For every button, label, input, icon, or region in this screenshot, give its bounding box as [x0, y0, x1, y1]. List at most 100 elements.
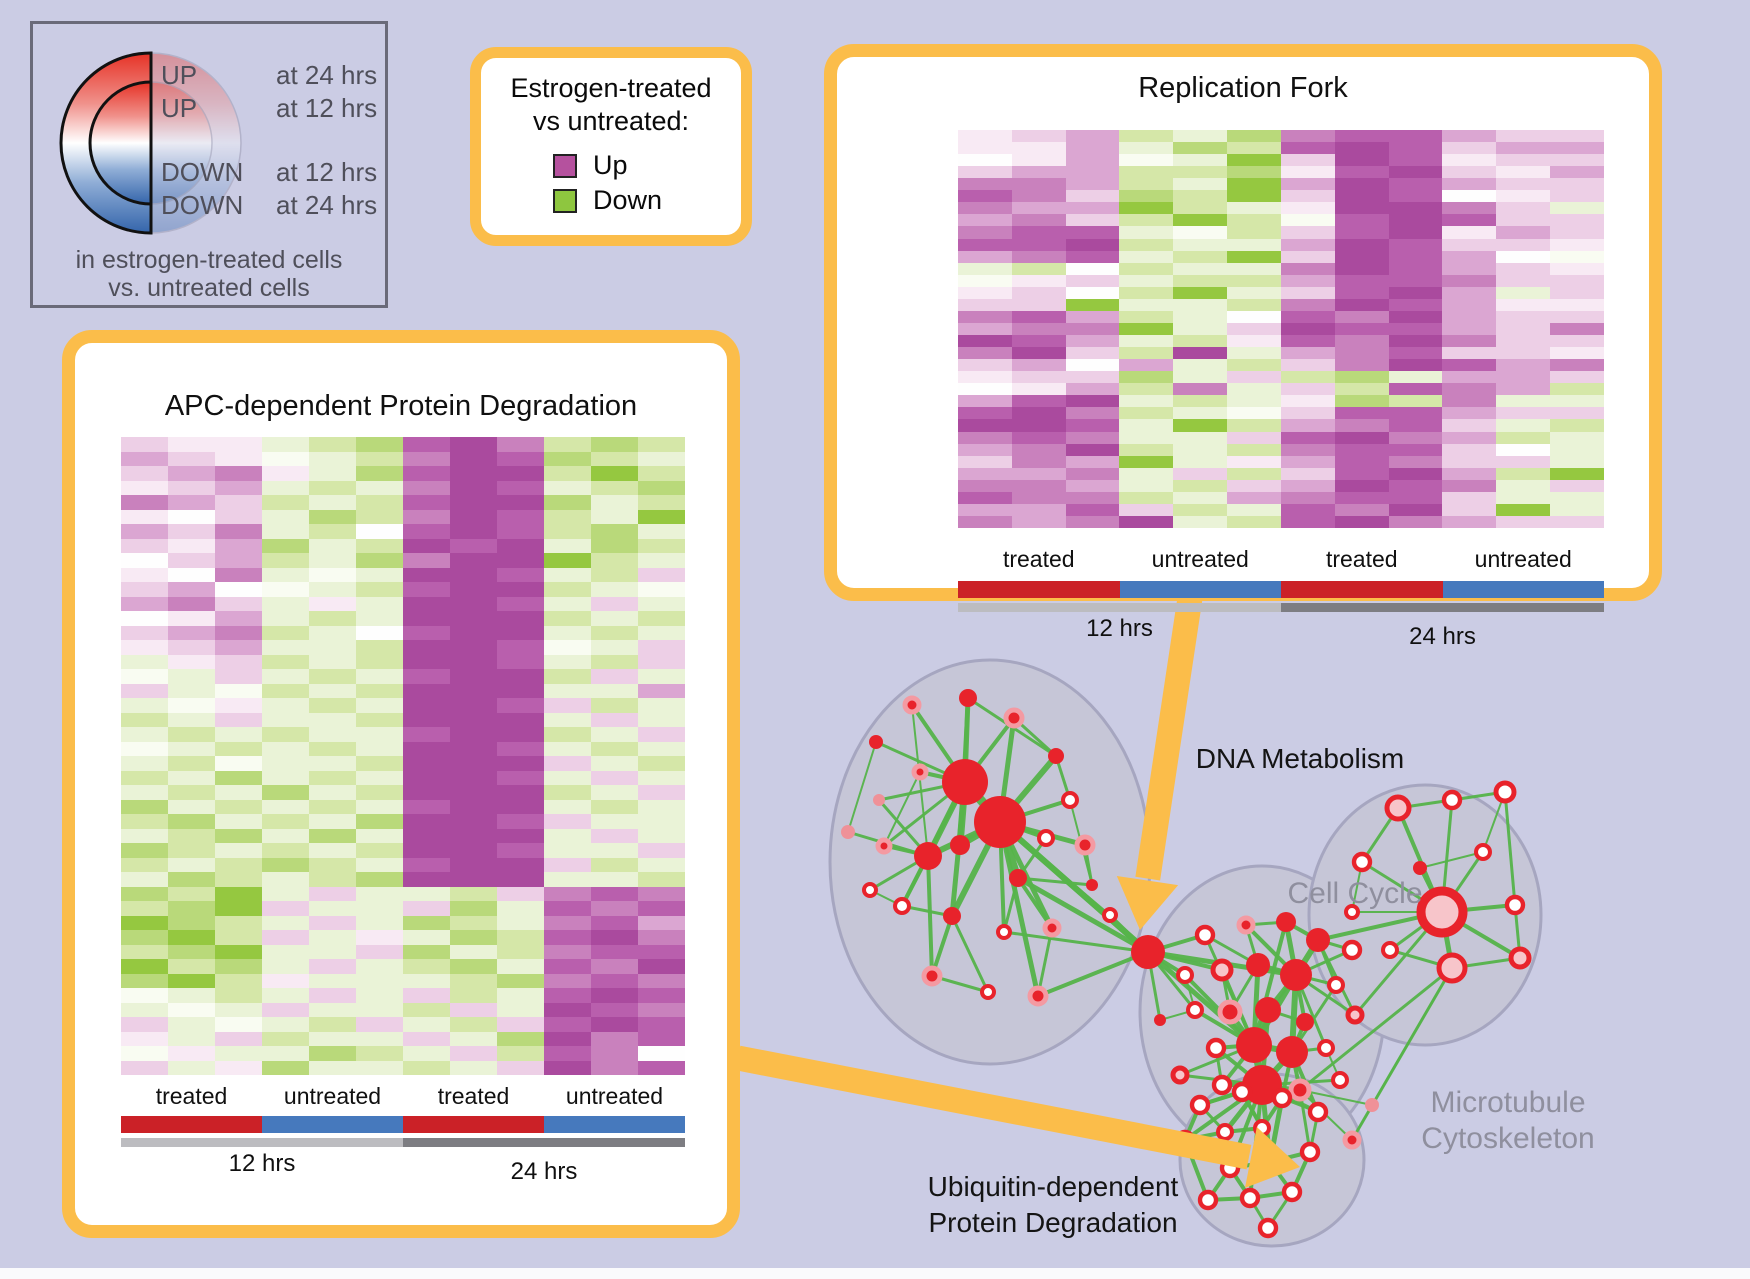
- heatmap-cell: [958, 407, 1012, 420]
- heatmap-cell: [544, 437, 591, 452]
- heatmap-cell: [1173, 491, 1228, 504]
- heatmap-cell: [1442, 335, 1497, 348]
- heatmap-cell: [1119, 214, 1174, 227]
- heatmap-cell: [1011, 419, 1066, 432]
- heatmap-cell: [1119, 371, 1174, 384]
- heatmap-cell: [497, 1017, 544, 1032]
- heatmap-cell: [403, 611, 450, 626]
- heatmap-cell: [1227, 166, 1281, 179]
- heatmap-cell: [1388, 190, 1443, 203]
- heatmap-cell: [215, 509, 262, 524]
- heatmap-cell: [1334, 214, 1389, 227]
- heatmap-cell: [1442, 359, 1497, 372]
- cluster-label: Cytoskeleton: [1421, 1122, 1594, 1155]
- heatmap-cell: [1442, 142, 1497, 155]
- network-edge: [950, 914, 990, 994]
- network-node: [1317, 1039, 1335, 1057]
- heatmap-cell: [356, 843, 403, 858]
- network-node: [1436, 952, 1468, 984]
- heatmap-cell: [450, 727, 497, 742]
- heatmap-cell: [1173, 515, 1228, 528]
- heatmap-cell: [309, 495, 356, 510]
- heatmap-cell: [638, 1031, 685, 1046]
- heatmap-cell: [544, 785, 591, 800]
- network-node: [902, 695, 922, 715]
- heatmap-cell: [215, 886, 262, 901]
- heatmap-cell: [1173, 262, 1228, 275]
- heatmap-cell: [1227, 226, 1281, 239]
- apc-panel-title: APC-dependent Protein Degradation: [164, 390, 638, 422]
- heatmap-cell: [403, 814, 450, 829]
- heatmap-cell: [1388, 238, 1443, 251]
- heatmap-cell: [1227, 443, 1281, 456]
- heatmap-cell: [591, 799, 638, 814]
- heatmap-cell: [497, 654, 544, 669]
- heatmap-cell: [356, 495, 403, 510]
- heatmap-cell: [497, 799, 544, 814]
- heatmap-cell: [215, 915, 262, 930]
- heatmap-cell: [1119, 443, 1174, 456]
- heatmap-cell: [168, 828, 215, 843]
- heatmap-cell: [262, 625, 309, 640]
- heatmap-cell: [356, 524, 403, 539]
- heatmap-cell: [958, 503, 1012, 516]
- heatmap-cell: [121, 727, 168, 742]
- heatmap-cell: [1280, 419, 1335, 432]
- network-edge: [1203, 933, 1256, 1047]
- heatmap-cell: [958, 166, 1012, 179]
- heatmap-cell: [121, 872, 168, 887]
- network-node: [1493, 780, 1517, 804]
- network-node: [914, 842, 942, 870]
- heatmap-cell: [497, 567, 544, 582]
- heatmap-cell: [262, 901, 309, 916]
- time-bar-segment-24hrs: [403, 1138, 685, 1147]
- direction-label: UP: [161, 60, 198, 90]
- heatmap-cell: [121, 451, 168, 466]
- heatmap-cell: [1442, 407, 1497, 420]
- heatmap-cell: [262, 828, 309, 843]
- heatmap-cell: [1119, 503, 1174, 516]
- heatmap-cell: [356, 915, 403, 930]
- heatmap-cell: [1388, 335, 1443, 348]
- heatmap-cell: [1119, 347, 1174, 360]
- heatmap-cell: [544, 567, 591, 582]
- heatmap-cell: [262, 698, 309, 713]
- network-node: [893, 897, 911, 915]
- heatmap-cell: [638, 727, 685, 742]
- heatmap-cell: [591, 567, 638, 582]
- network-node: [1441, 789, 1463, 811]
- heatmap-cell: [450, 553, 497, 568]
- network-node: [1037, 829, 1055, 847]
- heatmap-cell: [497, 872, 544, 887]
- heatmap-cell: [403, 741, 450, 756]
- heatmap-cell: [356, 1017, 403, 1032]
- network-node: [1307, 1101, 1329, 1123]
- heatmap-cell: [1173, 479, 1228, 492]
- network-node: [1003, 707, 1025, 729]
- heatmap-cell: [1119, 142, 1174, 155]
- network-node: [873, 794, 885, 806]
- heatmap-cell: [544, 901, 591, 916]
- heatmap-cell: [497, 727, 544, 742]
- heatmap-cell: [1334, 371, 1389, 384]
- heatmap-cell: [403, 973, 450, 988]
- heatmap-cell: [215, 466, 262, 481]
- heatmap-cell: [262, 640, 309, 655]
- heatmap-cell: [168, 901, 215, 916]
- heatmap-cell: [638, 654, 685, 669]
- heatmap-cell: [1065, 190, 1120, 203]
- heatmap-cell: [1119, 166, 1174, 179]
- condition-bar-segment-treated: [958, 581, 1120, 598]
- heatmap-cell: [1388, 262, 1443, 275]
- heatmap-cell: [1550, 419, 1604, 432]
- network-edge: [1002, 876, 1020, 934]
- heatmap-cell: [591, 741, 638, 756]
- heatmap-cell: [638, 930, 685, 945]
- timepoint-bar: [121, 1138, 685, 1147]
- network-node: [1236, 915, 1256, 935]
- heatmap-cell: [121, 741, 168, 756]
- network-node: [974, 796, 1026, 848]
- heatmap-cell: [1173, 142, 1228, 155]
- heatmap-cell: [497, 495, 544, 510]
- heatmap-cell: [1388, 142, 1443, 155]
